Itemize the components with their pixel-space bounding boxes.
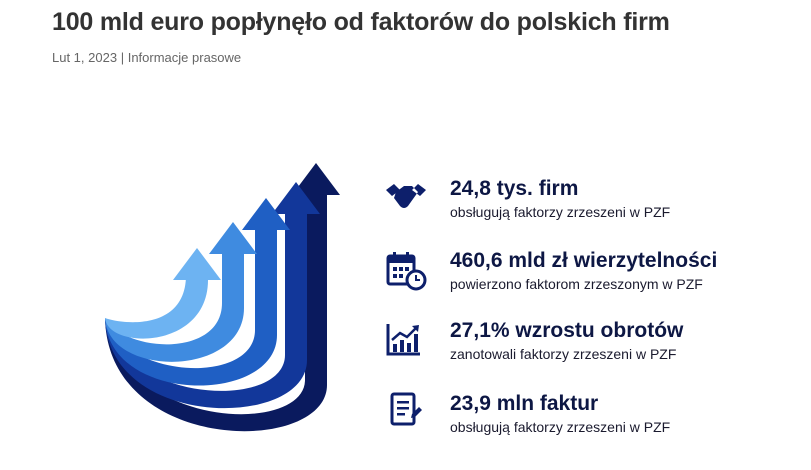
- category-link[interactable]: Informacje prasowe: [127, 50, 242, 65]
- stat-headline: 23,9 mln faktur: [450, 392, 598, 415]
- arrow: [105, 198, 290, 386]
- date: Lut 1, 2023: [52, 50, 118, 65]
- arrow: [105, 248, 221, 339]
- arrow: [105, 222, 257, 362]
- stat-headline: 460,6 mld zł wierzytelności: [450, 249, 717, 272]
- arrows-graphic: [105, 163, 340, 432]
- stat-description: zanotowali faktorzy zrzeszeni w PZF: [450, 346, 676, 362]
- stats-list: 24,8 tys. firm obsługują faktorzy zrzesze…: [450, 177, 717, 435]
- growth-chart-icon: [386, 324, 420, 356]
- article-meta: Lut 1, 2023 | Informacje prasowe: [52, 50, 241, 65]
- handshake-icon: [386, 184, 426, 208]
- calendar-icon: [386, 252, 427, 291]
- separator: |: [120, 50, 125, 65]
- invoice-icon: [390, 392, 422, 426]
- stat-description: obsługują faktorzy zrzeszeni w PZF: [450, 419, 670, 435]
- stat-description: powierzono faktorom zrzeszonym w PZF: [450, 276, 703, 292]
- icons: [386, 184, 427, 426]
- arrow: [105, 182, 320, 409]
- article-title: 100 mld euro popłynęło od faktorów do po…: [52, 8, 670, 36]
- stat-headline: 24,8 tys. firm: [450, 177, 578, 200]
- arrow: [105, 163, 340, 432]
- stat-headline: 27,1% wzrostu obrotów: [450, 319, 684, 342]
- stat-description: obsługują faktorzy zrzeszeni w PZF: [450, 204, 670, 220]
